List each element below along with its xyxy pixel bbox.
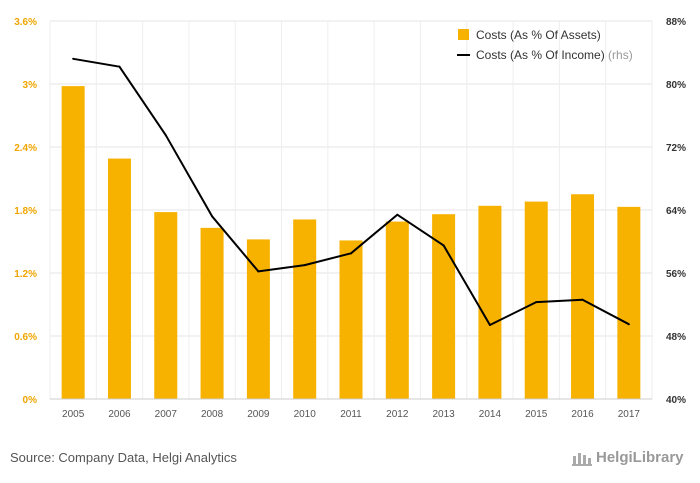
- y-right-tick-label: 56%: [666, 269, 686, 280]
- bar: [385, 221, 409, 399]
- bar: [107, 158, 131, 399]
- x-tick-label: 2012: [386, 409, 409, 420]
- gridlines: [49, 20, 653, 400]
- legend-swatch-bar: [458, 29, 469, 40]
- y-right-tick-label: 64%: [666, 206, 686, 217]
- y-left-tick-label: 1.2%: [14, 269, 37, 280]
- y-left-tick-label: 1.8%: [14, 206, 37, 217]
- brand-logo: HelgiLibrary: [572, 449, 684, 466]
- x-tick-label: 2010: [294, 409, 317, 420]
- line-point: [396, 213, 399, 216]
- y-right-tick-label: 72%: [666, 143, 686, 154]
- line-point: [627, 323, 630, 326]
- bar: [200, 227, 224, 399]
- bar: [61, 86, 85, 399]
- line-point: [488, 323, 491, 326]
- y-right-tick-label: 80%: [666, 80, 686, 91]
- x-tick-label: 2006: [108, 409, 131, 420]
- bar: [154, 212, 178, 399]
- y-left-tick-label: 3%: [23, 80, 38, 91]
- bar: [617, 206, 641, 399]
- x-tick-label: 2008: [201, 409, 224, 420]
- legend: Costs (As % Of Assets) Costs (As % Of Inc…: [457, 28, 633, 62]
- bar: [524, 201, 548, 399]
- bar-series: [61, 86, 641, 399]
- y-right-tick-label: 48%: [666, 332, 686, 343]
- axes: 0% 40% 0.6% 48% 1.2% 56% 1.8% 64% 2.4% 72% 3% 80% 3.…: [14, 17, 686, 420]
- bar: [478, 205, 502, 399]
- bar: [339, 240, 363, 399]
- library-icon: [572, 452, 592, 466]
- line-point: [257, 270, 260, 273]
- y-left-tick-label: 0.6%: [14, 332, 37, 343]
- x-tick-label: 2005: [62, 409, 85, 420]
- line-point: [350, 252, 352, 255]
- bar: [246, 239, 270, 399]
- brand-name: HelgiLibrary: [596, 449, 684, 466]
- y-left-tick-label: 2.4%: [14, 143, 37, 154]
- line-series: [72, 57, 630, 326]
- line-point: [442, 244, 445, 247]
- bar: [571, 194, 595, 399]
- x-tick-label: 2011: [340, 409, 362, 420]
- y-left-tick-label: 3.6%: [14, 17, 37, 28]
- line-point: [118, 65, 121, 68]
- x-tick-label: 2009: [247, 409, 270, 420]
- x-tick-label: 2015: [525, 409, 548, 420]
- legend-label-bar: Costs (As % Of Assets): [476, 28, 601, 42]
- bar: [293, 219, 317, 399]
- line-point: [303, 264, 306, 267]
- combo-chart: 0% 40% 0.6% 48% 1.2% 56% 1.8% 64% 2.4% 72% 3% 80% 3.…: [14, 17, 686, 420]
- x-tick-label: 2013: [432, 409, 455, 420]
- x-tick-label: 2016: [571, 409, 594, 420]
- line-point: [72, 57, 75, 60]
- x-tick-label: 2014: [479, 409, 502, 420]
- legend-label-suffix: (rhs): [608, 48, 633, 62]
- x-tick-label: 2007: [155, 409, 178, 420]
- y-left-tick-label: 0%: [23, 395, 38, 406]
- y-right-tick-label: 40%: [666, 395, 686, 406]
- line-point: [164, 134, 167, 137]
- x-tick-label: 2017: [618, 409, 641, 420]
- y-right-tick-label: 88%: [666, 17, 686, 28]
- source-note: Source: Company Data, Helgi Analytics: [10, 450, 237, 465]
- line-point: [211, 215, 214, 218]
- line-point: [535, 301, 538, 304]
- legend-label-line: Costs (As % Of Income) (rhs): [476, 48, 633, 62]
- line-point: [581, 298, 584, 301]
- bar: [432, 214, 456, 399]
